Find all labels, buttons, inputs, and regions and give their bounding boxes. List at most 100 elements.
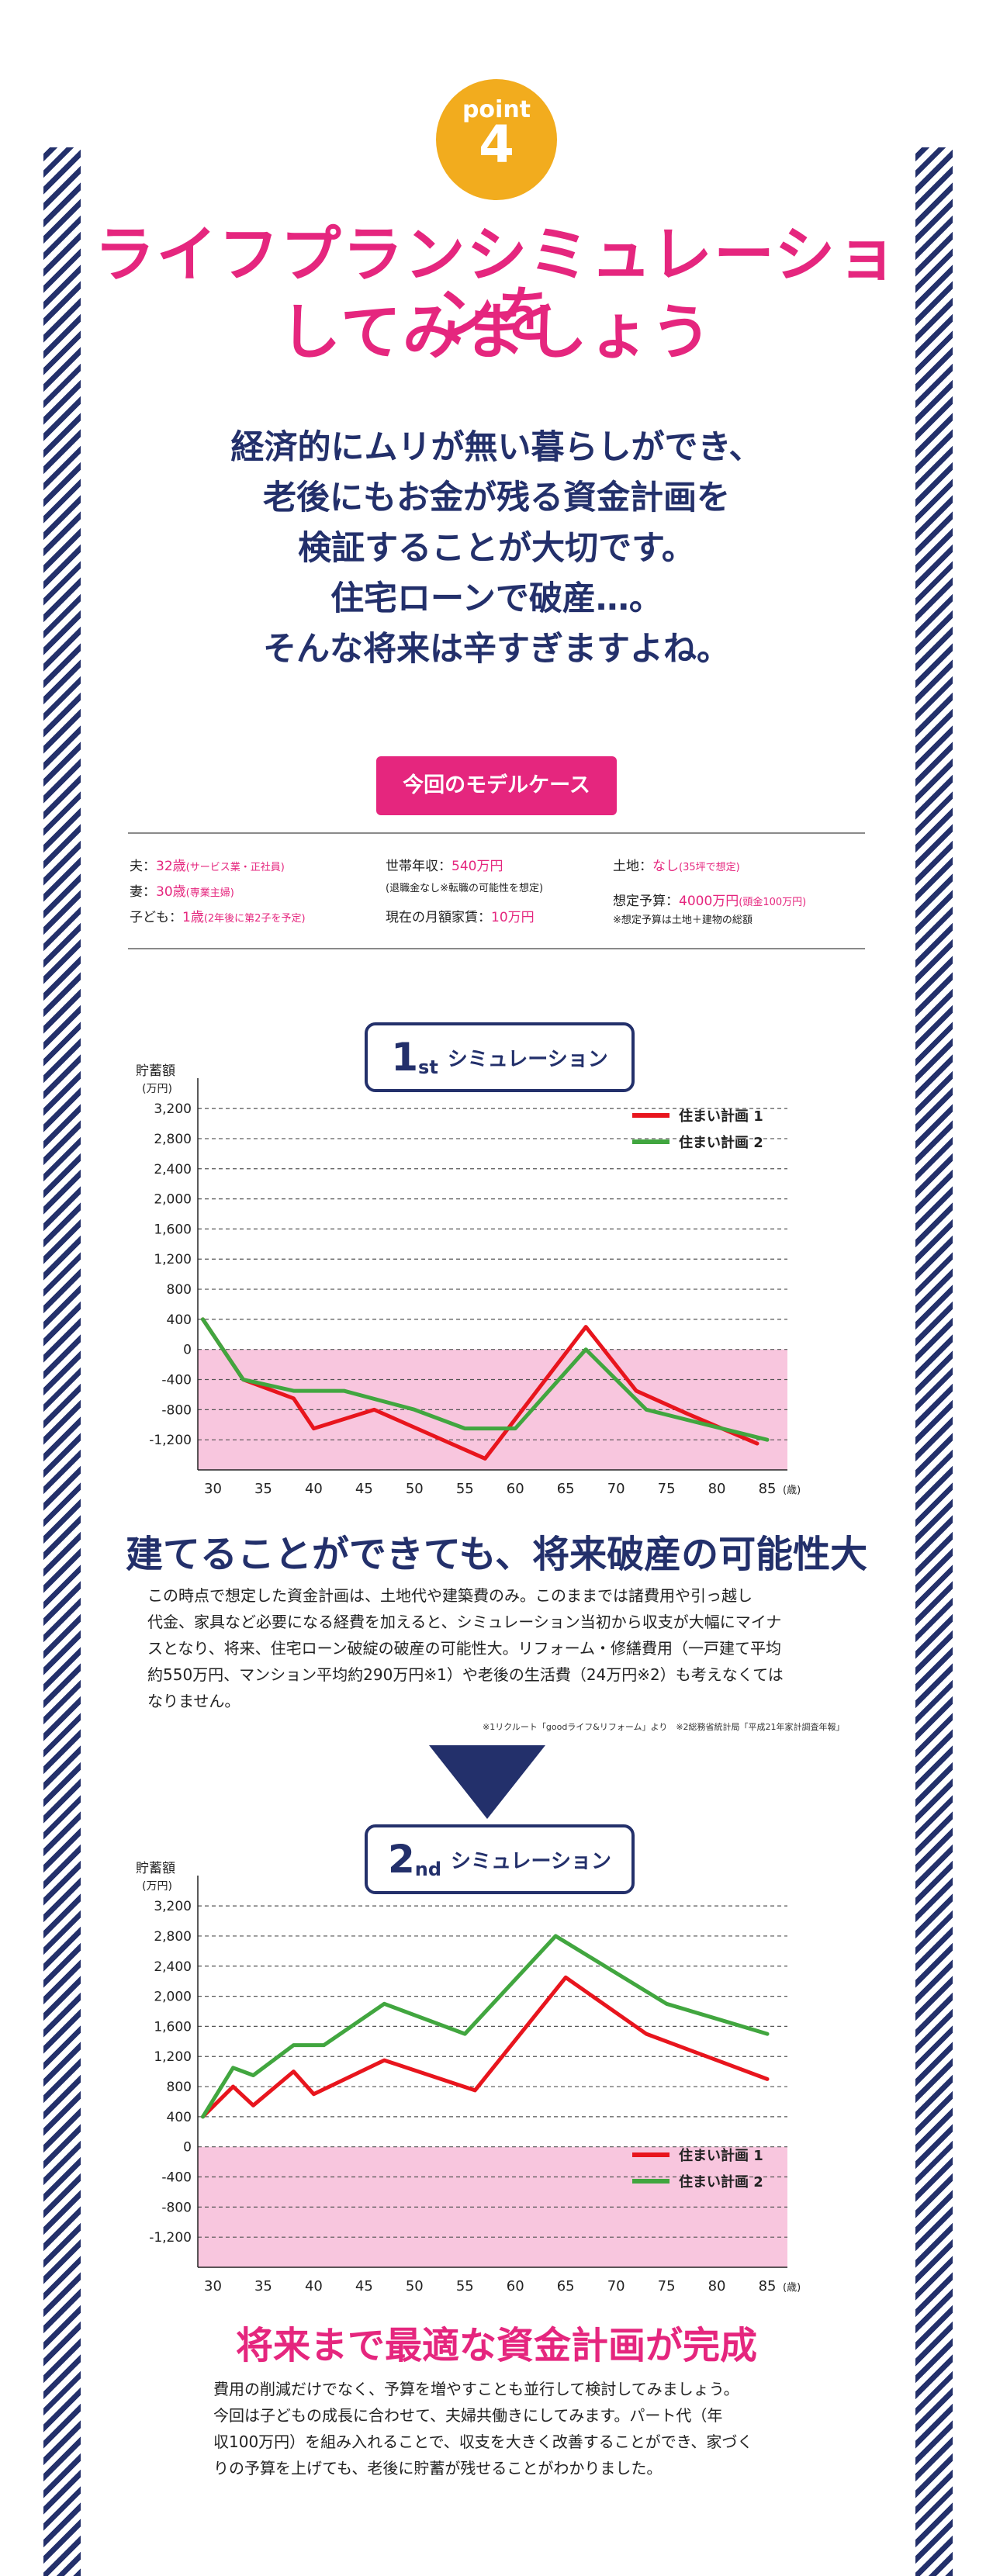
section1-body: この時点で想定した資金計画は、土地代や建築費のみ。このままでは諸費用や引っ越し …	[147, 1582, 784, 1714]
model-land: 土地：なし(35坪で想定)	[613, 859, 740, 874]
y-tick-label: 1,600	[154, 1222, 192, 1237]
legend-label: 住まい計画 1	[679, 1108, 763, 1125]
sim1-number: 1	[391, 1035, 419, 1080]
y-tick-label: -1,200	[149, 1433, 192, 1448]
x-tick-label: 40	[305, 2278, 323, 2294]
x-axis-unit: (歳)	[783, 1485, 801, 1496]
model-case-tag: 今回のモデルケース	[376, 756, 617, 815]
y-tick-label: 2,800	[154, 1132, 192, 1147]
x-tick-label: 55	[456, 1481, 474, 1497]
sim2-label: シミュレーション	[451, 1849, 612, 1873]
x-tick-label: 45	[355, 2278, 373, 2294]
point-number: 4	[479, 115, 514, 175]
y-tick-label: 400	[167, 1312, 192, 1328]
model-husband: 夫：32歳(サービス業・正社員)	[130, 859, 285, 874]
body-line: この時点で想定した資金計画は、土地代や建築費のみ。このままでは諸費用や引っ越し	[147, 1586, 753, 1605]
y-axis-unit: (万円)	[142, 1880, 172, 1893]
y-tick-label: 2,400	[154, 1162, 192, 1177]
divider	[128, 948, 865, 949]
series-line	[200, 1975, 770, 2119]
x-tick-label: 80	[708, 2278, 726, 2294]
x-tick-label: 45	[355, 1481, 373, 1497]
series-line	[200, 1934, 770, 2119]
y-axis-unit: (万円)	[142, 1083, 172, 1095]
y-axis-label: 貯蓄額	[136, 1861, 175, 1876]
section1-footnote: ※1リクルート「goodライフ&リフォーム」より ※2総務省統計局「平成21年家…	[483, 1722, 845, 1732]
x-tick-label: 75	[658, 2278, 676, 2294]
model-children: 子ども：1歳(2年後に第2子を予定)	[130, 910, 306, 925]
body-line: 費用の削減だけでなく、予算を増やすことも並行して検討してみましょう。	[213, 2380, 739, 2398]
y-tick-label: -800	[161, 1402, 192, 1418]
y-tick-label: 2,800	[154, 1929, 192, 1945]
y-tick-label: -1,200	[149, 2230, 192, 2246]
divider	[128, 832, 865, 834]
series-line	[200, 1317, 770, 1442]
model-budget: 想定予算：4000万円(頭金100万円)	[613, 894, 807, 909]
body-line: 約550万円、マンション平均約290万円※1）や老後の生活費（24万円※2）も考…	[147, 1665, 784, 1684]
legend-label: 住まい計画 2	[679, 1134, 763, 1151]
point-word: point	[462, 96, 531, 123]
y-tick-label: 0	[183, 1343, 192, 1358]
down-arrow-icon	[429, 1745, 545, 1819]
sim2-number: 2	[387, 1837, 415, 1882]
x-tick-label: 85	[759, 2278, 777, 2294]
body-line: 収100万円）を組み入れることで、収支を大きく改善することができ、家づく	[213, 2433, 753, 2451]
series-line	[200, 1317, 759, 1461]
sim2-title-box: 2 nd シミュレーション	[365, 1824, 635, 1894]
intro-line: 経済的にムリが無い暮らしができ、	[230, 428, 763, 467]
intro-line: 住宅ローンで破産…。	[330, 579, 663, 618]
x-tick-label: 30	[204, 1481, 222, 1497]
y-tick-label: 800	[167, 1282, 192, 1298]
x-tick-label: 80	[708, 1481, 726, 1497]
model-income-note: (退職金なし※転職の可能性を想定)	[386, 883, 544, 894]
y-tick-label: -400	[161, 1373, 192, 1388]
page-title-line2: してみましょう	[280, 298, 713, 368]
legend-label: 住まい計画 1	[679, 2147, 763, 2164]
body-line: スとなり、将来、住宅ローン破綻の破産の可能性大。リフォーム・修繕費用（一戸建て平…	[147, 1639, 781, 1658]
section2-heading: 将来まで最適な資金計画が完成	[235, 2324, 757, 2367]
chart-sim2: 3,200 2,800 2,400 2,000 1,600 1,200 800 400 0 -40…	[136, 1861, 801, 2294]
y-tick-label: 2,400	[154, 1959, 192, 1975]
y-tick-label: 2,000	[154, 1990, 192, 2005]
sim1-suffix: st	[418, 1056, 438, 1078]
x-tick-label: 30	[204, 2278, 222, 2294]
y-tick-label: -400	[161, 2170, 192, 2186]
sim1-label: シミュレーション	[447, 1047, 608, 1071]
y-tick-label: 3,200	[154, 1899, 192, 1914]
model-rent: 現在の月額家賃：10万円	[386, 910, 535, 925]
body-line: りの予算を上げても、老後に貯蓄が残せることがわかりました。	[213, 2459, 663, 2477]
x-tick-label: 50	[406, 2278, 424, 2294]
body-line: なりません。	[147, 1692, 240, 1710]
x-tick-label: 35	[254, 2278, 272, 2294]
x-tick-label: 65	[557, 1481, 575, 1497]
y-tick-label: 2,000	[154, 1192, 192, 1208]
sim2-suffix: nd	[414, 1859, 442, 1880]
x-axis-unit: (歳)	[783, 2282, 801, 2294]
y-tick-label: -800	[161, 2200, 192, 2215]
legend-label: 住まい計画 2	[679, 2173, 763, 2190]
left-stripe-border	[43, 147, 81, 2576]
y-tick-label: 1,200	[154, 1252, 192, 1267]
x-tick-label: 60	[507, 2278, 524, 2294]
intro-line: そんな将来は辛すぎますよね。	[263, 630, 730, 669]
section1-heading: 建てることができても、将来破産の可能性大	[125, 1533, 868, 1576]
page-title-line1: ライフプランシミュレーションを	[94, 220, 899, 351]
y-tick-label: 800	[167, 2080, 192, 2095]
x-tick-label: 65	[557, 2278, 575, 2294]
y-tick-label: 1,600	[154, 2019, 192, 2035]
intro-line: 老後にもお金が残る資金計画を	[263, 479, 730, 517]
body-line: 代金、家具など必要になる経費を加えると、シミュレーション当初から収支が大幅にマイ…	[147, 1613, 782, 1631]
point-badge: point 4	[436, 79, 557, 200]
right-stripe-border	[915, 147, 953, 2576]
y-tick-label: 400	[167, 2110, 192, 2125]
x-tick-label: 55	[456, 2278, 474, 2294]
model-wife: 妻：30歳(専業主婦)	[130, 884, 234, 900]
model-income: 世帯年収：540万円	[386, 859, 503, 874]
y-axis-label: 貯蓄額	[136, 1063, 175, 1079]
x-tick-label: 70	[607, 2278, 625, 2294]
x-tick-label: 60	[507, 1481, 524, 1497]
x-tick-label: 50	[406, 1481, 424, 1497]
y-tick-label: 1,200	[154, 2049, 192, 2065]
intro-text: 経済的にムリが無い暮らしができ、 老後にもお金が残る資金計画を 検証することが大…	[93, 423, 900, 675]
x-tick-label: 85	[759, 1481, 777, 1497]
